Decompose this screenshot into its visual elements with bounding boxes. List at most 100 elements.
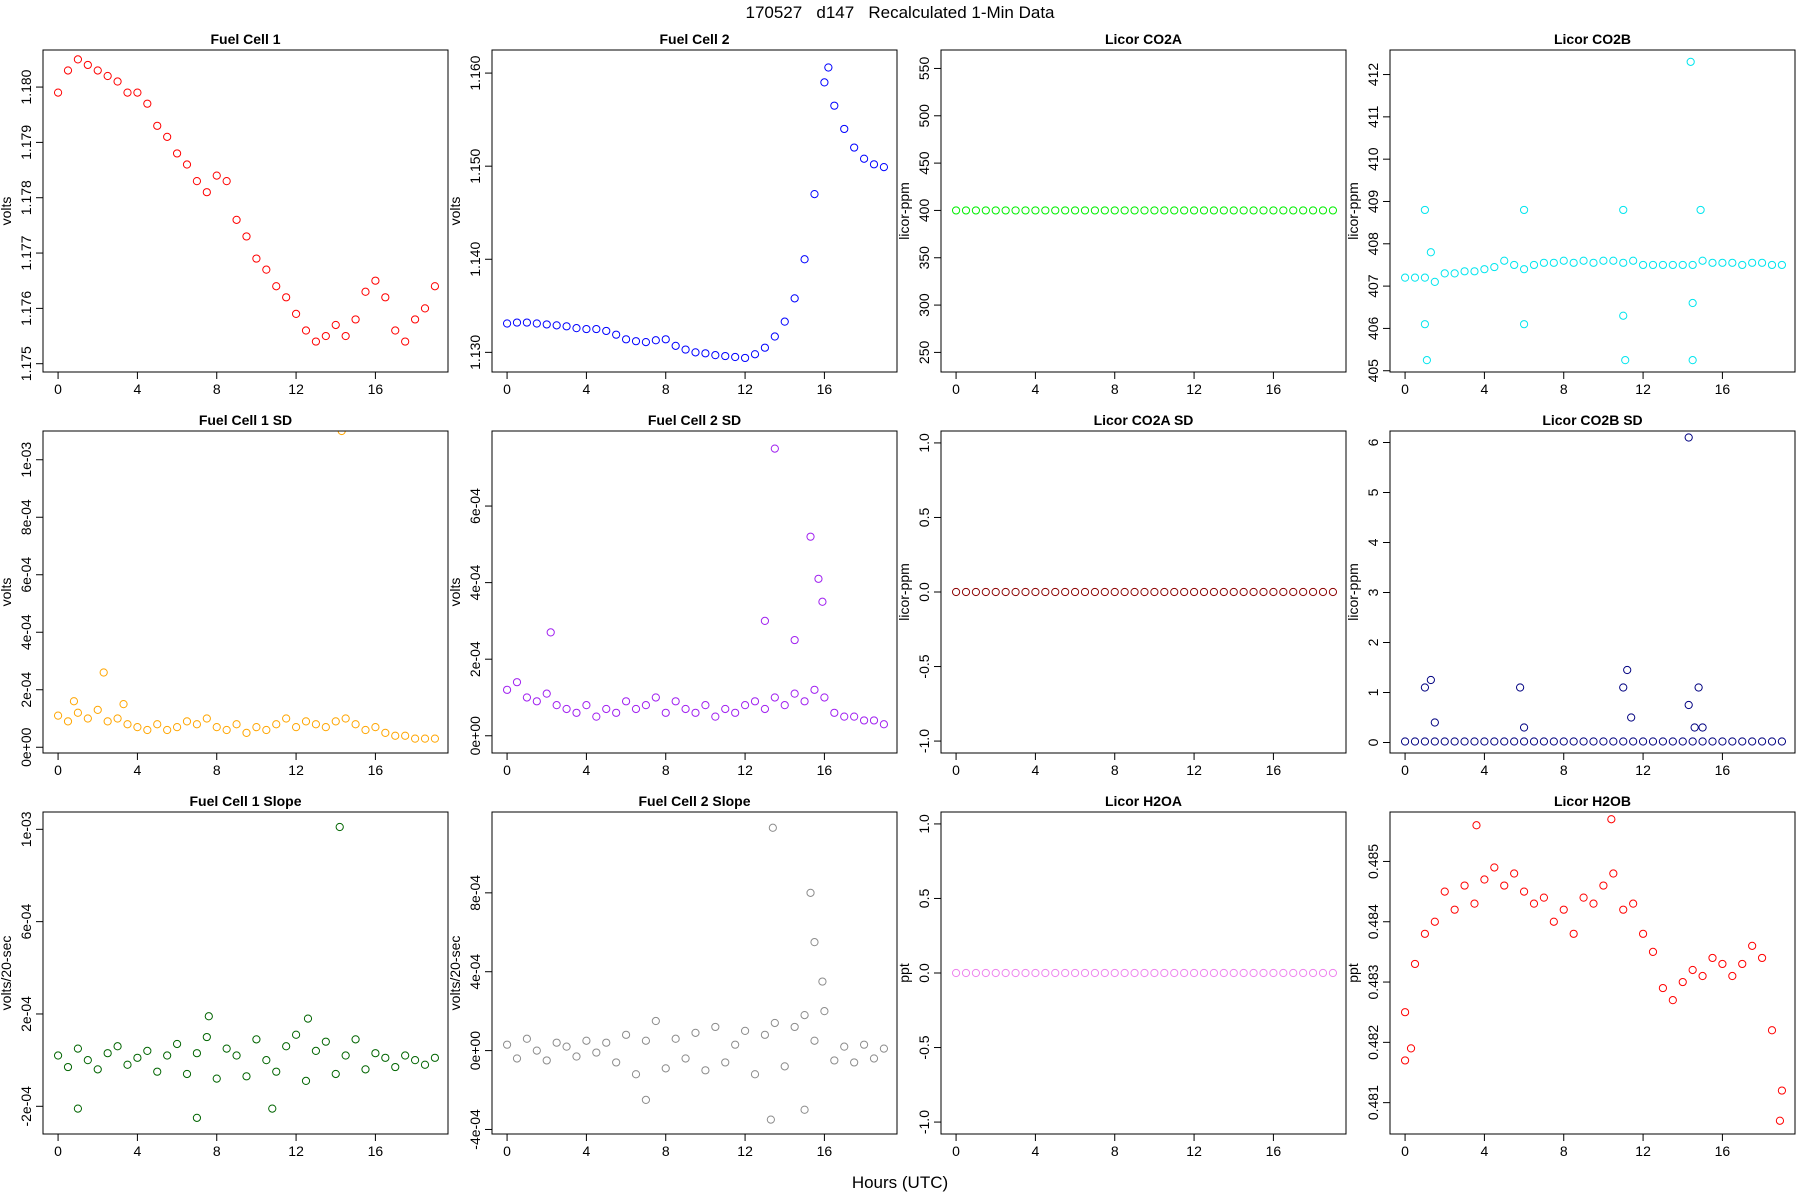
- point: [133, 88, 142, 97]
- point: [1619, 905, 1628, 914]
- point: [1519, 887, 1529, 896]
- y-tick-label: 0.483: [1365, 964, 1381, 999]
- point: [1696, 205, 1705, 215]
- point: [661, 335, 670, 344]
- point: [1599, 737, 1608, 746]
- x-tick-label: 8: [1560, 762, 1568, 778]
- point: [1021, 587, 1030, 597]
- point: [1688, 965, 1697, 975]
- point: [272, 1067, 281, 1076]
- point: [1420, 683, 1430, 692]
- point: [242, 232, 251, 241]
- point: [1529, 737, 1539, 746]
- point: [1318, 587, 1328, 597]
- y-tick-label: 550: [916, 57, 932, 81]
- point: [1031, 206, 1040, 215]
- point: [840, 1042, 849, 1051]
- points: [1400, 433, 1787, 746]
- point: [123, 88, 132, 97]
- y-tick-label: 0.0: [916, 963, 932, 983]
- point: [1539, 258, 1549, 267]
- point: [820, 1007, 829, 1016]
- point: [1031, 587, 1040, 597]
- point: [951, 206, 961, 215]
- point: [546, 628, 555, 637]
- point: [641, 1036, 651, 1045]
- point: [532, 1046, 541, 1055]
- point: [879, 163, 889, 172]
- point: [1080, 968, 1090, 978]
- point: [430, 1053, 440, 1062]
- point: [1140, 968, 1149, 978]
- plot-frame: [491, 811, 898, 1135]
- x-tick-label: 12: [1186, 762, 1202, 778]
- point: [1698, 971, 1707, 981]
- point: [1259, 206, 1268, 215]
- point: [73, 708, 83, 717]
- point: [341, 331, 350, 341]
- point: [671, 1034, 680, 1043]
- plot-frame: [1389, 49, 1796, 373]
- point: [552, 701, 561, 710]
- point: [1150, 587, 1159, 597]
- point: [133, 1053, 142, 1062]
- point: [113, 77, 122, 86]
- point: [222, 1044, 231, 1053]
- point: [331, 717, 340, 726]
- point: [103, 717, 112, 726]
- point: [1259, 587, 1268, 597]
- point: [153, 720, 162, 729]
- point: [721, 1058, 730, 1067]
- x-tick-label: 8: [662, 1143, 670, 1159]
- point: [1269, 968, 1278, 978]
- point: [1648, 260, 1658, 270]
- plot-frame: [42, 49, 449, 373]
- point: [1130, 587, 1139, 597]
- point: [123, 720, 132, 729]
- y-axis-label: volts/20-sec: [447, 936, 463, 1011]
- point: [1400, 273, 1410, 282]
- point: [381, 728, 390, 737]
- y-tick-label: 0.485: [1365, 844, 1381, 879]
- point: [1420, 320, 1430, 329]
- point: [410, 734, 420, 743]
- point: [73, 1044, 83, 1053]
- y-axis-label: volts: [447, 578, 463, 607]
- panel: Fuel Cell 2 Slope volts/20-sec 0 4 8 12 16 -4e-…: [447, 793, 898, 1159]
- point: [1180, 206, 1189, 215]
- x-tick-label: 12: [288, 381, 304, 397]
- x-tick-label: 4: [134, 381, 142, 397]
- point: [1619, 311, 1628, 320]
- point: [770, 1018, 779, 1028]
- point: [961, 206, 971, 215]
- point: [252, 723, 261, 732]
- y-axis-label: licor-ppm: [1345, 563, 1361, 621]
- point: [671, 697, 680, 706]
- point: [961, 968, 971, 978]
- point: [1021, 206, 1030, 215]
- point: [572, 324, 581, 333]
- point: [1748, 941, 1757, 950]
- point: [661, 708, 670, 717]
- point: [1299, 206, 1308, 215]
- x-tick-label: 12: [1186, 1143, 1202, 1159]
- point: [1209, 206, 1219, 215]
- point: [1090, 968, 1100, 978]
- point: [430, 734, 440, 743]
- point: [63, 1062, 73, 1072]
- point: [192, 177, 202, 186]
- point: [341, 1051, 350, 1060]
- point: [1470, 267, 1479, 276]
- y-tick-label: 0.5: [916, 889, 932, 909]
- y-tick-label: 2e-04: [467, 641, 483, 677]
- x-tick-label: 12: [1635, 762, 1651, 778]
- point: [1061, 587, 1070, 597]
- y-tick-label: 350: [916, 246, 932, 270]
- point: [163, 725, 172, 735]
- point: [1199, 968, 1209, 978]
- point: [381, 293, 390, 302]
- point: [879, 720, 889, 729]
- points: [1400, 57, 1787, 365]
- y-tick-label: 405: [1365, 359, 1381, 383]
